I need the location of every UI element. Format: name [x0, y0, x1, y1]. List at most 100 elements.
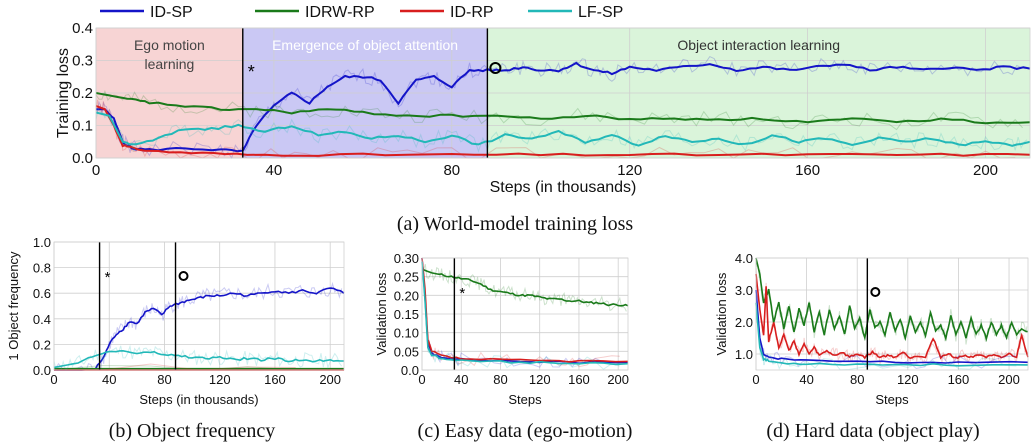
y-tick-label-0: 0.0 — [401, 363, 419, 378]
y-tick-label-4: 0.8 — [33, 261, 51, 276]
series-line-IDRW-RP — [755, 257, 1029, 342]
series-line-ID-RP — [95, 105, 1031, 157]
series-noise-0 — [53, 281, 343, 371]
legend-label-3: LF-SP — [578, 4, 623, 21]
plot-frame — [755, 257, 1029, 371]
y-axis-label: 1 Object frequency — [6, 251, 21, 361]
caption-b: (b) Object frequency — [109, 420, 276, 442]
series-line-LF-SP — [95, 111, 1031, 147]
marker-symbol-0: * — [105, 269, 111, 286]
plot-frame — [53, 241, 345, 371]
x-tick-label-5: 200 — [607, 372, 629, 387]
series-noise-3 — [53, 344, 343, 372]
plot-frame — [421, 257, 629, 371]
x-tick-label-3: 120 — [209, 372, 231, 387]
x-tick-label-3: 120 — [897, 372, 919, 387]
x-tick-label-0: 0 — [92, 162, 100, 179]
x-tick-label-1: 40 — [799, 372, 813, 387]
caption-d: (d) Hard data (object play) — [766, 420, 979, 442]
x-tick-label-3: 120 — [617, 162, 642, 179]
legend-label-2: ID-RP — [450, 4, 494, 21]
series-line-ID-SP — [96, 61, 1031, 153]
x-axis-label: Steps (in thousands) — [490, 179, 637, 196]
x-tick-label-1: 40 — [266, 162, 283, 179]
y-tick-label-5: 0.25 — [394, 270, 419, 285]
x-tick-label-1: 40 — [102, 372, 116, 387]
marker-symbol-1 — [178, 271, 189, 281]
series-line-ID-SP — [755, 289, 1029, 364]
y-tick-label-5: 1.0 — [33, 235, 51, 250]
series-line-IDRW-RP — [421, 268, 629, 307]
y-tick-label-1: 0.05 — [394, 344, 419, 359]
caption-a: (a) World-model training loss — [397, 213, 634, 235]
legend-label-0: ID-SP — [150, 4, 193, 21]
x-tick-label-2: 80 — [157, 372, 171, 387]
x-tick-label-2: 80 — [850, 372, 864, 387]
region-label-0-1: learning — [144, 56, 194, 72]
y-tick-label-3: 4.0 — [735, 251, 753, 266]
series-line-IDRW-RP — [95, 92, 1031, 125]
y-axis-label: Validation loss — [374, 272, 389, 355]
y-tick-label-4: 0.4 — [72, 20, 93, 37]
y-tick-label-2: 0.10 — [394, 326, 419, 341]
region-label-0-0: Ego motion — [134, 37, 205, 53]
legend: ID-SP IDRW-RP ID-RP LF-SP — [100, 4, 623, 21]
marker-symbol-0 — [870, 287, 881, 297]
y-tick-label-2: 0.2 — [72, 85, 93, 102]
x-axis-label: Steps (in thousands) — [139, 392, 258, 407]
x-tick-label-4: 160 — [948, 372, 970, 387]
y-axis-label: Training loss — [55, 48, 72, 138]
y-tick-label-1: 2.0 — [735, 315, 753, 330]
series-line-ID-SP — [54, 287, 345, 371]
y-tick-label-1: 0.2 — [33, 337, 51, 352]
y-axis-label: Validation loss — [714, 272, 729, 355]
x-tick-label-2: 80 — [443, 162, 460, 179]
x-tick-label-2: 80 — [493, 372, 507, 387]
plot-frame — [95, 27, 1031, 159]
x-tick-label-5: 200 — [998, 372, 1020, 387]
y-tick-label-6: 0.30 — [394, 251, 419, 266]
series-line-ID-RP — [421, 257, 629, 363]
x-tick-label-0: 0 — [752, 372, 759, 387]
region-label-2-0: Object interaction learning — [677, 37, 840, 53]
x-tick-label-0: 0 — [50, 372, 57, 387]
chart-panel-d: 0 40 80 120 160 200 1.0 2.0 3.0 4.0 Steps Validatio… — [714, 251, 1029, 407]
legend-label-1: IDRW-RP — [305, 4, 375, 21]
series-line-ID-SP — [421, 257, 628, 365]
series-line-LF-SP — [421, 261, 629, 366]
y-tick-label-2: 0.4 — [33, 312, 51, 327]
chart-panel-c: * 0 40 80 120 160 200 0.0 0.05 0.10 0.15 0.20 0.25 0.… — [374, 251, 629, 407]
x-tick-label-3: 120 — [529, 372, 551, 387]
marker-symbol-0: * — [248, 62, 255, 82]
x-tick-label-0: 0 — [418, 372, 425, 387]
chart-panel-b: * 0 40 80 120 160 200 0.0 0.2 0.4 0.6 0.8 1.0 Steps (… — [6, 235, 345, 407]
caption-c: (c) Easy data (ego-motion) — [418, 420, 633, 442]
series-noise-2 — [421, 257, 620, 368]
chart-panel-a: Ego motion learning Emergence of object at… — [55, 20, 1031, 196]
y-tick-label-3: 0.15 — [394, 307, 419, 322]
x-tick-label-5: 200 — [973, 162, 998, 179]
series-line-LF-SP — [53, 349, 344, 369]
x-tick-label-1: 40 — [454, 372, 468, 387]
x-axis-label: Steps — [508, 392, 542, 407]
series-noise-0 — [95, 55, 1026, 160]
series-noise-0 — [755, 262, 1028, 345]
x-tick-label-4: 160 — [795, 162, 820, 179]
x-axis-label: Steps — [875, 392, 909, 407]
x-tick-label-4: 160 — [264, 372, 286, 387]
y-tick-label-3: 0.3 — [72, 53, 93, 70]
y-tick-label-0: 1.0 — [735, 347, 753, 362]
y-tick-label-2: 3.0 — [735, 283, 753, 298]
y-tick-label-3: 0.6 — [33, 286, 51, 301]
series-line-LF-SP — [755, 302, 1029, 367]
series-noise-0 — [421, 264, 627, 312]
y-tick-label-4: 0.20 — [394, 288, 419, 303]
y-tick-label-0: 0.0 — [72, 150, 93, 167]
marker-symbol-0: * — [459, 285, 465, 302]
y-tick-label-0: 0.0 — [33, 363, 51, 378]
y-tick-label-1: 0.1 — [72, 118, 93, 135]
x-tick-label-4: 160 — [568, 372, 590, 387]
region-label-1-0: Emergence of object attention — [272, 37, 458, 53]
x-tick-label-5: 200 — [319, 372, 341, 387]
